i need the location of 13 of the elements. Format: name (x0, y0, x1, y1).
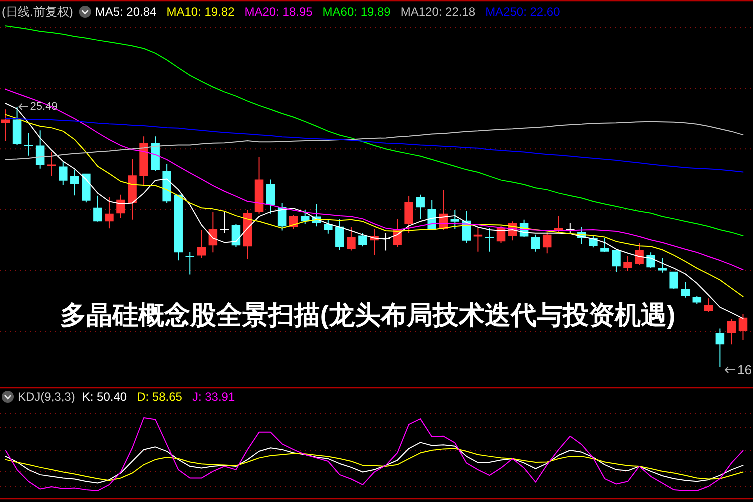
title: 多晶硅概念股全景扫描(龙头布局技术迭代与投资机遇) (60, 300, 676, 330)
legend-item: MA10: 19.82 (166, 5, 235, 19)
subtitle: (日线.前复权) (2, 5, 74, 19)
legend-title: KDJ(9,3,3) (18, 390, 76, 404)
legend-item: D: 58.65 (137, 390, 182, 404)
legend-item: MA120: 22.18 (400, 5, 476, 19)
annotation: 16 (738, 362, 752, 378)
legend-item: MA250: 22.60 (486, 5, 560, 19)
legend-item: J: 33.91 (192, 390, 236, 404)
legend-item: K: 50.40 (82, 390, 128, 404)
legend-item: MA5: 20.84 (95, 5, 157, 19)
legend-item: MA20: 18.95 (244, 5, 313, 19)
legend-item: MA60: 19.89 (322, 5, 391, 19)
